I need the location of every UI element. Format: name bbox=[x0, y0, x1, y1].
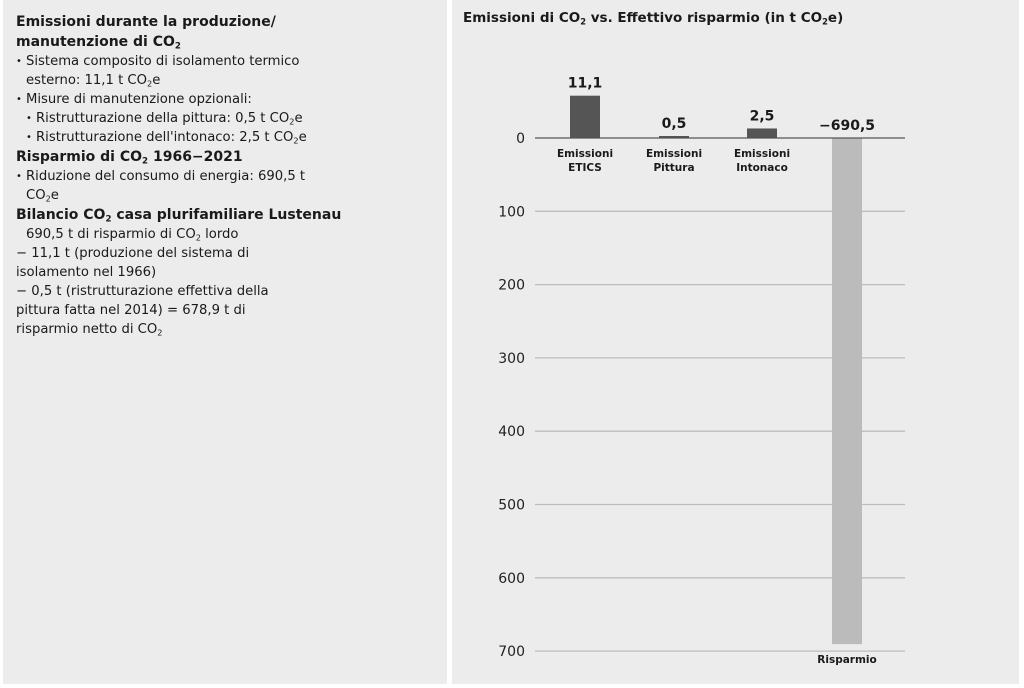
calc-block: − 11,1 t (produzione del sistema di isol… bbox=[16, 244, 346, 339]
calc-text: isolamento nel 1966) bbox=[16, 265, 157, 280]
bullet-text: Sistema composito di isolamento termico bbox=[26, 54, 300, 69]
data-label: −690,5 bbox=[819, 118, 875, 134]
y-tick-label: 300 bbox=[498, 351, 525, 367]
heading-text: Risparmio di CO bbox=[16, 149, 143, 165]
bullet-text: e bbox=[294, 111, 303, 126]
data-label: 11,1 bbox=[568, 76, 603, 92]
calc-text: pittura fatta nel 2014) = 678,9 t di bbox=[16, 303, 246, 318]
bullet-icon: • bbox=[26, 113, 32, 124]
bullet-icon: • bbox=[16, 56, 22, 67]
y-tick-label: 600 bbox=[498, 571, 525, 587]
bullet-icon: • bbox=[16, 171, 22, 182]
subscript: 2 bbox=[822, 16, 828, 27]
calc-line-gross: 690,5 t di risparmio di CO2 lordo bbox=[16, 225, 346, 244]
calc-text: lordo bbox=[200, 227, 239, 242]
y-tick-label: 500 bbox=[498, 498, 525, 514]
y-tick-label: 0 bbox=[516, 131, 525, 147]
bullet-text: Riduzione del consumo di energia: 690,5 … bbox=[26, 169, 306, 184]
subscript: 2 bbox=[195, 232, 201, 243]
x-category-label: Emissioni bbox=[557, 148, 613, 160]
bullet-etics: • Sistema composito di isolamento termic… bbox=[16, 52, 346, 90]
bar bbox=[659, 136, 689, 138]
subscript: 2 bbox=[174, 41, 181, 52]
sub-bullet-plaster: • Ristrutturazione dell'intonaco: 2,5 t … bbox=[16, 128, 346, 147]
subscript: 2 bbox=[105, 214, 112, 225]
y-tick-label: 700 bbox=[498, 644, 525, 660]
chart-title: Emissioni di CO2 vs. Effettivo risparmio… bbox=[463, 10, 843, 26]
x-category-label: Intonaco bbox=[736, 162, 788, 174]
bullet-text: CO bbox=[26, 188, 46, 203]
heading-emissions: Emissioni durante la produzione/ manuten… bbox=[16, 12, 346, 52]
bullet-maintenance: • Misure di manutenzione opzionali: bbox=[16, 90, 346, 109]
subscript: 2 bbox=[147, 78, 153, 89]
chart-title-text: vs. Effettivo risparmio (in t CO bbox=[586, 10, 823, 26]
subscript: 2 bbox=[289, 116, 295, 127]
bullet-text: e bbox=[152, 73, 161, 88]
heading-savings: Risparmio di CO2 1966−2021 bbox=[16, 147, 346, 167]
calc-text: − 0,5 t (ristrutturazione effettiva dell… bbox=[16, 284, 269, 299]
subscript: 2 bbox=[293, 135, 299, 146]
data-label: 0,5 bbox=[662, 116, 687, 132]
text-panel: Emissioni durante la produzione/ manuten… bbox=[3, 0, 447, 684]
bullet-text: esterno: 11,1 t CO bbox=[26, 73, 148, 88]
calc-text: 690,5 t di risparmio di CO bbox=[26, 227, 196, 242]
x-category-label: ETICS bbox=[568, 162, 602, 174]
y-tick-label: 200 bbox=[498, 278, 525, 294]
x-category-label: Emissioni bbox=[734, 148, 790, 160]
heading-text: Bilancio CO bbox=[16, 207, 106, 223]
heading-emissions-line2: manutenzione di CO bbox=[16, 34, 175, 50]
bar-chart: 0 100 200 300 400 500 600 700 11,1 Emissioni ETICS… bbox=[498, 76, 905, 666]
heading-emissions-line1: Emissioni durante la produzione/ bbox=[16, 14, 276, 30]
bar bbox=[747, 128, 777, 138]
bar bbox=[832, 138, 862, 645]
calc-text: − 11,1 t (produzione del sistema di bbox=[16, 246, 250, 261]
calc-text: risparmio netto di CO bbox=[16, 322, 158, 337]
bullet-energy: • Riduzione del consumo di energia: 690,… bbox=[16, 167, 346, 205]
subscript: 2 bbox=[580, 16, 587, 27]
y-tick-label: 100 bbox=[498, 204, 525, 220]
y-tick-label: 400 bbox=[498, 424, 525, 440]
subscript: 2 bbox=[142, 156, 149, 167]
heading-text: 1966−2021 bbox=[148, 149, 243, 165]
subscript: 2 bbox=[157, 327, 163, 338]
bullet-icon: • bbox=[16, 94, 22, 105]
bullet-text: Ristrutturazione della pittura: 0,5 t CO bbox=[36, 111, 290, 126]
subscript: 2 bbox=[45, 193, 51, 204]
x-category-label: Emissioni bbox=[646, 148, 702, 160]
bullet-text: Misure di manutenzione opzionali: bbox=[26, 92, 252, 107]
x-category-label: Risparmio bbox=[817, 654, 876, 666]
chart-title-text: e) bbox=[827, 10, 844, 26]
bullet-text: e bbox=[298, 130, 307, 145]
bar bbox=[570, 95, 600, 138]
heading-balance: Bilancio CO2 casa plurifamiliare Lustena… bbox=[16, 205, 346, 225]
x-category-label: Pittura bbox=[653, 162, 694, 174]
data-label: 2,5 bbox=[750, 108, 775, 124]
heading-text: casa plurifamiliare Lustenau bbox=[111, 207, 342, 223]
bullet-text: Ristrutturazione dell'intonaco: 2,5 t CO bbox=[36, 130, 294, 145]
chart-panel: Emissioni di CO2 vs. Effettivo risparmio… bbox=[452, 0, 1019, 684]
sub-bullet-paint: • Ristrutturazione della pittura: 0,5 t … bbox=[16, 109, 346, 128]
bullet-icon: • bbox=[26, 132, 32, 143]
chart-title-text: Emissioni di CO bbox=[463, 10, 581, 26]
bullet-text: e bbox=[50, 188, 59, 203]
text-content: Emissioni durante la produzione/ manuten… bbox=[16, 12, 346, 339]
